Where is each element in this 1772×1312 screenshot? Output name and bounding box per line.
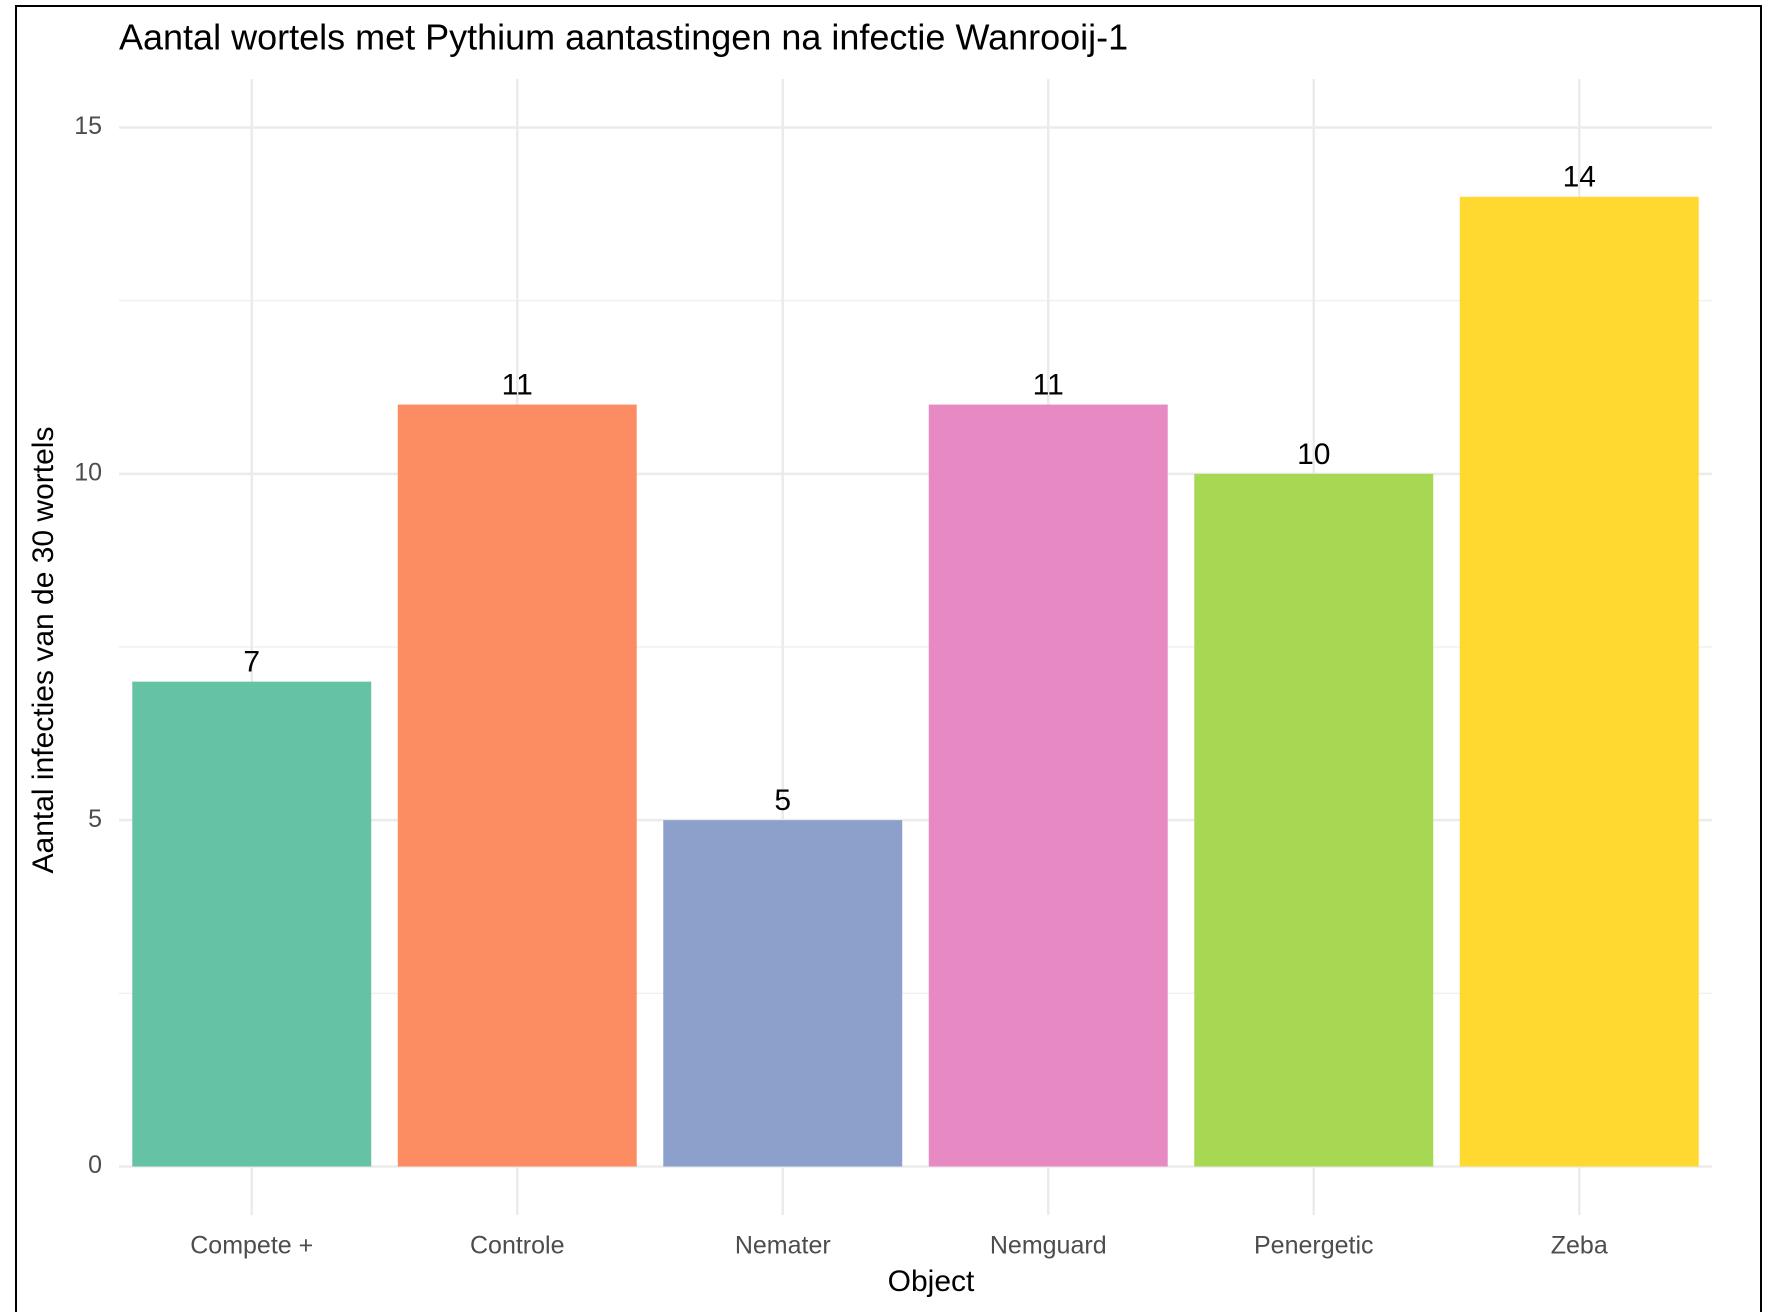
data-label: 14 (1563, 161, 1596, 194)
bar (928, 404, 1168, 1167)
data-label: 10 (1297, 438, 1330, 471)
data-label: 11 (1033, 368, 1064, 401)
data-label: 5 (774, 784, 791, 817)
frame (15, 5, 1762, 1312)
y-tick-label: 5 (88, 805, 102, 833)
x-tick-label: Nemguard (990, 1232, 1107, 1260)
bar (1194, 473, 1434, 1167)
data-label: 11 (502, 368, 533, 401)
bar (1459, 196, 1699, 1167)
chart-title: Aantal wortels met Pythium aantastingen … (119, 17, 1128, 58)
x-axis-label: Object (888, 1265, 975, 1298)
bar (132, 681, 372, 1167)
x-tick-label: Nemater (735, 1232, 831, 1260)
y-axis-label: Aantal infecties van de 30 wortels (27, 427, 60, 874)
bar (663, 820, 903, 1167)
data-label: 7 (243, 646, 260, 679)
y-tick-label: 0 (88, 1151, 102, 1179)
y-tick-label: 15 (74, 112, 102, 140)
bar (397, 404, 637, 1167)
x-tick-label: Controle (470, 1232, 565, 1260)
y-tick-label: 10 (74, 458, 102, 486)
x-tick-label: Penergetic (1254, 1232, 1374, 1260)
x-tick-label: Compete + (190, 1232, 313, 1260)
x-tick-label: Zeba (1551, 1232, 1608, 1260)
